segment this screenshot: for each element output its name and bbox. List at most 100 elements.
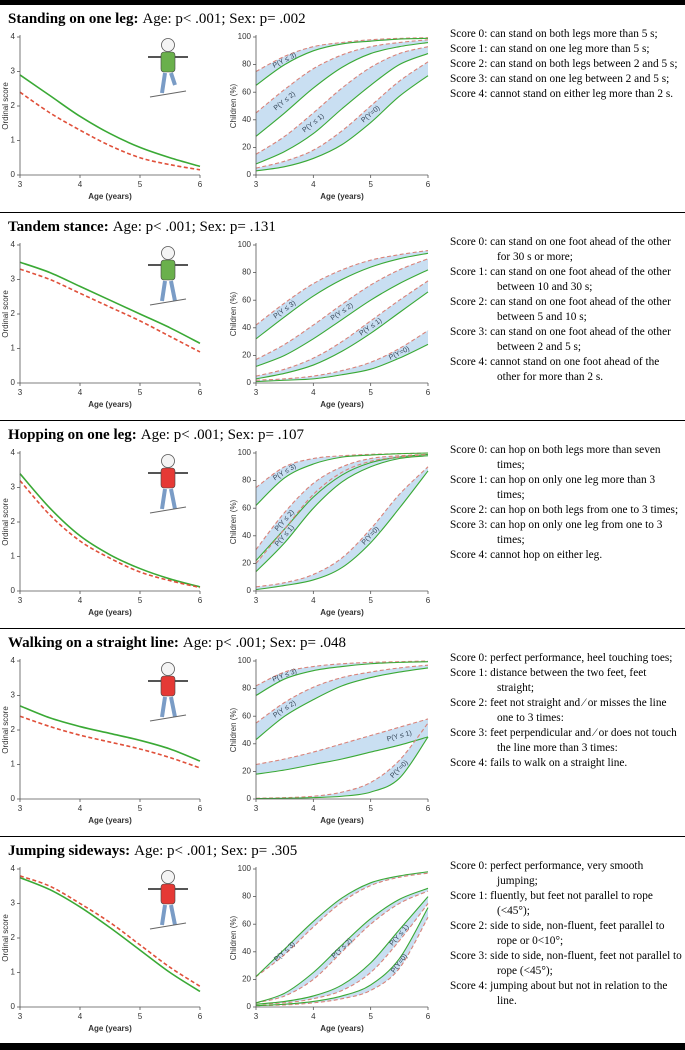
series-line xyxy=(255,736,429,800)
series-line xyxy=(255,722,429,799)
score-item: Score 1: distance between the two feet, … xyxy=(450,667,647,694)
panel-title: Standing on one leg: Age: p< .001; Sex: p… xyxy=(8,11,306,28)
y-tick-label: 3 xyxy=(11,275,16,284)
panel-separator xyxy=(0,211,685,213)
x-tick-label: 6 xyxy=(426,804,431,813)
score-item: Score 0: perfect performance, very smoot… xyxy=(450,860,644,887)
figure-ground xyxy=(149,298,187,306)
figure-ground xyxy=(149,714,187,722)
band-area xyxy=(256,250,428,339)
score-item: Score 2: can stand on both legs between … xyxy=(450,58,678,70)
y-tick-label: 100 xyxy=(238,240,252,249)
x-tick-label: 3 xyxy=(18,388,23,397)
band-label: P(Y ≤ 1) xyxy=(389,923,411,947)
panel-title-name: Walking on a straight line: xyxy=(8,635,179,651)
x-tick-label: 4 xyxy=(78,180,83,189)
band-label: P(Y ≤ 3) xyxy=(273,941,297,963)
score-item: Score 2: can hop on both legs from one t… xyxy=(450,504,679,516)
score-item: Score 4: cannot stand on either leg more… xyxy=(450,88,674,100)
x-tick-label: 6 xyxy=(198,1012,203,1021)
score-item: Score 4: jumping about but not in relati… xyxy=(450,980,668,1007)
series-line xyxy=(19,268,201,353)
x-tick-label: 4 xyxy=(78,388,83,397)
y-tick-label: 20 xyxy=(242,143,251,152)
x-tick-label: 5 xyxy=(368,388,373,397)
x-axis-label: Age (years) xyxy=(88,1024,132,1033)
series-line xyxy=(255,37,429,72)
series-line xyxy=(19,480,201,589)
y-tick-label: 80 xyxy=(242,892,251,901)
y-tick-label: 1 xyxy=(11,136,16,145)
panel: Walking on a straight line: Age: p< .001;… xyxy=(0,629,685,837)
y-axis-label: Ordinal score xyxy=(1,290,10,338)
illustration xyxy=(148,662,188,722)
figure-shirt xyxy=(160,467,176,489)
series-line xyxy=(255,75,429,172)
x-tick-label: 6 xyxy=(198,388,203,397)
y-tick-label: 60 xyxy=(242,295,251,304)
y-tick-label: 20 xyxy=(242,559,251,568)
panel-title: Jumping sideways: Age: p< .001; Sex: p= .… xyxy=(8,843,297,860)
figure-leg xyxy=(160,696,167,718)
y-tick-label: 3 xyxy=(11,691,16,700)
series-line xyxy=(255,252,429,340)
y-tick-label: 40 xyxy=(242,531,251,540)
y-tick-label: 60 xyxy=(242,503,251,512)
figure-shirt xyxy=(160,259,176,281)
x-tick-label: 5 xyxy=(368,596,373,605)
series-line xyxy=(255,37,429,86)
x-tick-label: 6 xyxy=(426,1012,431,1021)
series-line xyxy=(255,330,429,381)
y-tick-label: 0 xyxy=(11,378,16,387)
x-tick-label: 4 xyxy=(311,804,316,813)
y-axis-label: Children (%) xyxy=(229,291,238,336)
charts: 0 1 2 3 4 3 4 5 6 Age (years) Ordinal score P(Y ≤ 3… xyxy=(1,32,431,201)
y-tick-label: 20 xyxy=(242,767,251,776)
band-area xyxy=(256,46,428,164)
y-tick-label: 60 xyxy=(242,87,251,96)
y-tick-label: 80 xyxy=(242,60,251,69)
figure-leg xyxy=(169,696,177,718)
y-tick-label: 4 xyxy=(11,656,16,665)
x-tick-label: 3 xyxy=(18,180,23,189)
figure-leg xyxy=(160,904,167,926)
top-rule xyxy=(0,0,685,5)
y-axis-label: Ordinal score xyxy=(1,498,10,546)
x-tick-label: 3 xyxy=(254,804,259,813)
y-tick-label: 100 xyxy=(238,448,252,457)
band-area xyxy=(256,723,428,799)
y-tick-label: 0 xyxy=(247,170,252,179)
x-tick-label: 4 xyxy=(78,1012,83,1021)
series-line xyxy=(19,91,201,171)
x-axis-label: Age (years) xyxy=(320,192,364,201)
band-area xyxy=(256,665,428,740)
band-area xyxy=(256,466,428,590)
x-axis-label: Age (years) xyxy=(320,816,364,825)
series-line xyxy=(255,917,429,1007)
series-line xyxy=(255,258,429,361)
x-axis-label: Age (years) xyxy=(88,400,132,409)
panel-title-name: Tandem stance: xyxy=(8,219,109,235)
score-item: Score 0: can stand on one foot ahead of … xyxy=(450,236,671,263)
figure-head xyxy=(161,662,175,676)
band-area xyxy=(256,454,428,572)
x-axis-label: Age (years) xyxy=(88,816,132,825)
x-tick-label: 4 xyxy=(311,180,316,189)
y-tick-label: 100 xyxy=(238,864,252,873)
figure-head xyxy=(161,246,175,260)
x-tick-label: 6 xyxy=(426,180,431,189)
band-area xyxy=(256,907,428,1006)
y-tick-label: 100 xyxy=(238,656,252,665)
x-axis-label: Age (years) xyxy=(320,1024,364,1033)
y-tick-label: 0 xyxy=(247,378,252,387)
band-label: P(Y ≤ 3) xyxy=(272,668,298,684)
band-label: P(Y ≤ 3) xyxy=(272,52,298,70)
x-axis-label: Age (years) xyxy=(88,608,132,617)
x-tick-label: 4 xyxy=(78,596,83,605)
x-tick-label: 4 xyxy=(311,388,316,397)
y-tick-label: 2 xyxy=(11,101,16,110)
y-axis-label: Ordinal score xyxy=(1,82,10,130)
y-tick-label: 60 xyxy=(242,919,251,928)
series-line xyxy=(255,453,429,564)
x-tick-label: 6 xyxy=(426,388,431,397)
